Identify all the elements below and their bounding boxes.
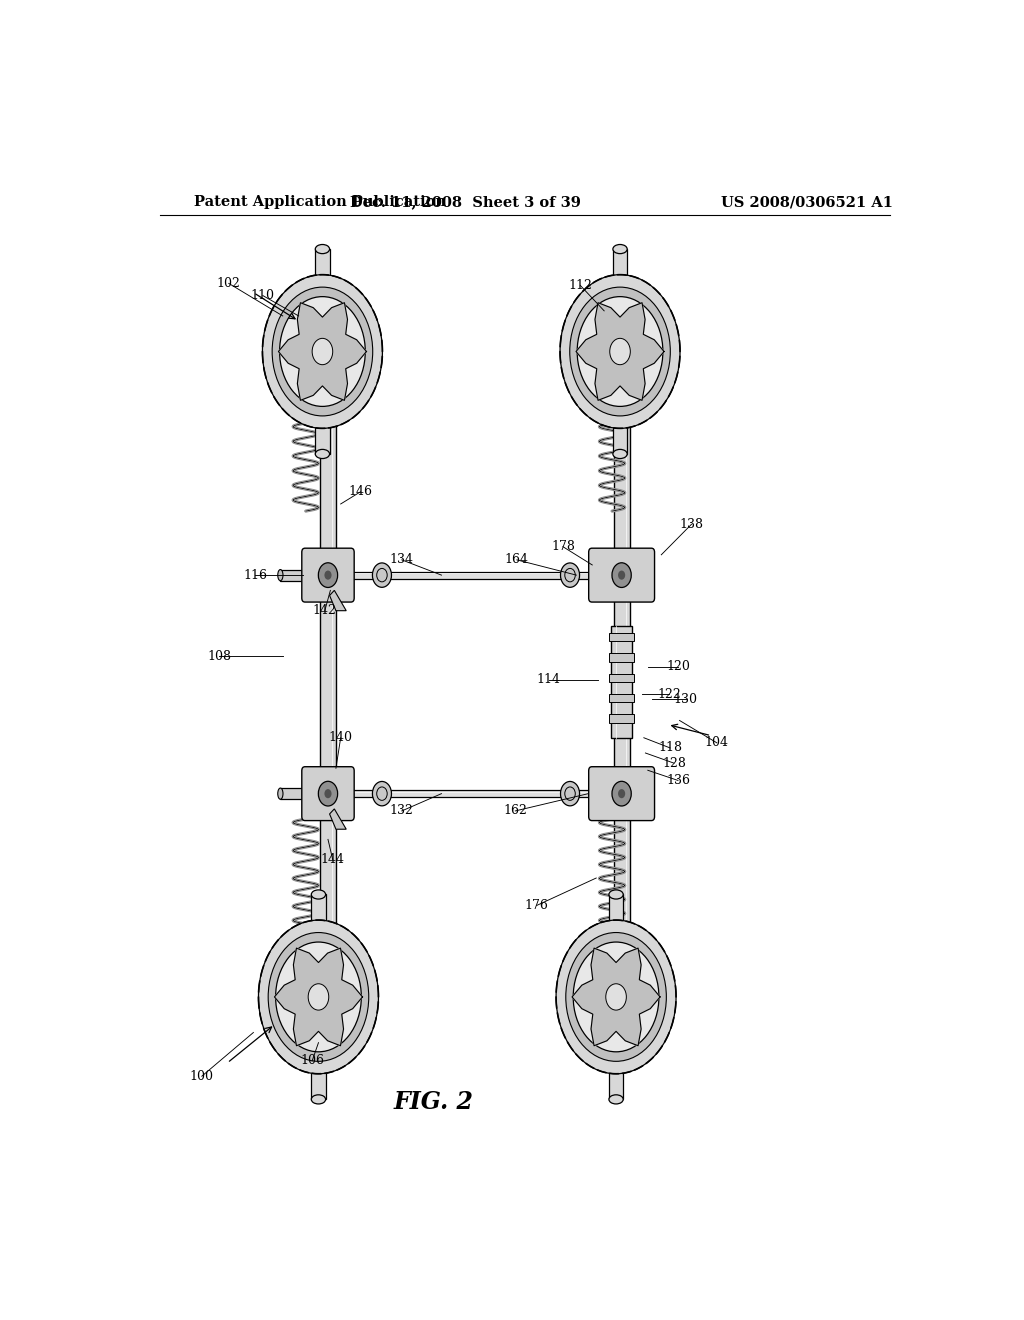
FancyBboxPatch shape <box>302 548 354 602</box>
Text: 142: 142 <box>313 605 337 618</box>
Text: 122: 122 <box>657 688 681 701</box>
Text: 106: 106 <box>300 1055 325 1068</box>
Ellipse shape <box>278 569 283 581</box>
Circle shape <box>606 983 627 1010</box>
Text: 134: 134 <box>390 553 414 566</box>
Circle shape <box>612 562 631 587</box>
Polygon shape <box>609 714 634 722</box>
Text: 132: 132 <box>390 804 414 817</box>
Polygon shape <box>274 948 362 1045</box>
Text: 140: 140 <box>329 731 352 744</box>
Polygon shape <box>315 417 330 454</box>
Text: 138: 138 <box>680 517 703 531</box>
Polygon shape <box>609 673 634 682</box>
Circle shape <box>373 781 391 805</box>
Polygon shape <box>613 417 627 454</box>
Ellipse shape <box>613 244 627 253</box>
Polygon shape <box>609 634 634 642</box>
Ellipse shape <box>609 890 624 899</box>
Text: 114: 114 <box>537 673 560 686</box>
Polygon shape <box>321 417 336 931</box>
Circle shape <box>618 570 626 579</box>
Circle shape <box>573 942 658 1052</box>
Text: 110: 110 <box>251 289 274 302</box>
Polygon shape <box>609 895 624 931</box>
Circle shape <box>373 562 391 587</box>
Text: FIG. 2: FIG. 2 <box>393 1089 473 1114</box>
Text: 120: 120 <box>666 660 690 673</box>
Polygon shape <box>311 895 326 931</box>
Text: 162: 162 <box>504 804 527 817</box>
Polygon shape <box>281 569 324 581</box>
Circle shape <box>556 920 676 1073</box>
Circle shape <box>258 920 379 1073</box>
Text: 176: 176 <box>524 899 549 912</box>
Text: 118: 118 <box>658 742 682 755</box>
Circle shape <box>272 288 373 416</box>
Ellipse shape <box>311 890 326 899</box>
FancyBboxPatch shape <box>302 767 354 821</box>
Text: 108: 108 <box>207 649 231 663</box>
Circle shape <box>268 932 369 1061</box>
Circle shape <box>318 781 338 807</box>
Circle shape <box>618 789 626 799</box>
Polygon shape <box>609 694 634 702</box>
Circle shape <box>312 338 333 364</box>
Polygon shape <box>609 653 634 661</box>
Polygon shape <box>330 590 346 611</box>
Circle shape <box>560 562 580 587</box>
Circle shape <box>275 942 361 1052</box>
Polygon shape <box>611 626 632 738</box>
Text: 178: 178 <box>551 540 574 553</box>
Text: Patent Application Publication: Patent Application Publication <box>194 195 445 209</box>
Circle shape <box>609 338 631 364</box>
Circle shape <box>578 297 663 407</box>
Circle shape <box>612 781 631 807</box>
Circle shape <box>325 789 332 799</box>
Polygon shape <box>609 1063 624 1100</box>
Ellipse shape <box>278 788 283 799</box>
Text: 128: 128 <box>663 756 686 770</box>
Text: US 2008/0306521 A1: US 2008/0306521 A1 <box>721 195 893 209</box>
Circle shape <box>318 562 338 587</box>
Text: 146: 146 <box>348 486 373 498</box>
Ellipse shape <box>311 1094 326 1104</box>
Polygon shape <box>352 791 598 797</box>
Text: 164: 164 <box>505 553 528 566</box>
Circle shape <box>262 275 382 429</box>
Polygon shape <box>315 249 330 285</box>
Circle shape <box>560 781 580 805</box>
Circle shape <box>569 288 671 416</box>
Circle shape <box>325 570 332 579</box>
Text: 116: 116 <box>243 569 267 582</box>
FancyBboxPatch shape <box>589 548 654 602</box>
Polygon shape <box>330 809 346 829</box>
Polygon shape <box>613 417 630 931</box>
Text: 130: 130 <box>674 693 698 706</box>
Circle shape <box>308 983 329 1010</box>
Polygon shape <box>352 572 598 578</box>
Polygon shape <box>279 302 367 400</box>
Ellipse shape <box>315 244 330 253</box>
Polygon shape <box>311 1063 326 1100</box>
Ellipse shape <box>613 449 627 458</box>
Text: 136: 136 <box>666 774 690 787</box>
Circle shape <box>280 297 366 407</box>
Polygon shape <box>577 302 664 400</box>
Polygon shape <box>613 249 627 285</box>
Polygon shape <box>572 948 660 1045</box>
Ellipse shape <box>315 449 330 458</box>
Ellipse shape <box>609 1094 624 1104</box>
Text: 112: 112 <box>568 279 592 292</box>
Polygon shape <box>281 788 324 799</box>
Text: 100: 100 <box>189 1069 214 1082</box>
Circle shape <box>560 275 680 429</box>
FancyBboxPatch shape <box>589 767 654 821</box>
Text: 144: 144 <box>321 853 345 866</box>
Text: 104: 104 <box>705 737 729 750</box>
Text: Dec. 11, 2008  Sheet 3 of 39: Dec. 11, 2008 Sheet 3 of 39 <box>350 195 581 209</box>
Text: 102: 102 <box>217 277 241 290</box>
Circle shape <box>566 932 667 1061</box>
